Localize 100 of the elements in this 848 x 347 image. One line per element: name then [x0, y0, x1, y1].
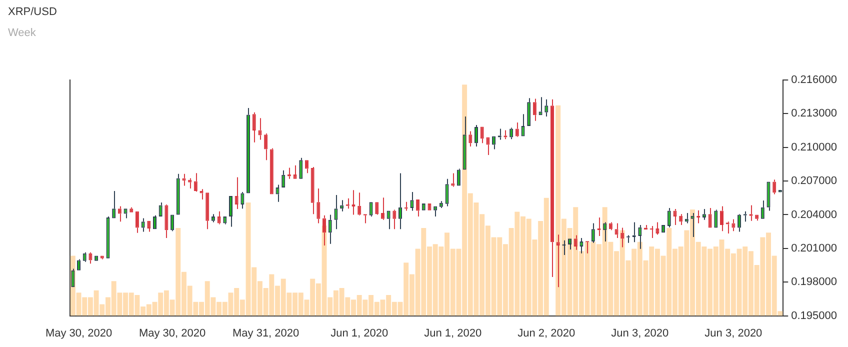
- candlestick: [135, 211, 139, 234]
- candlestick: [293, 164, 297, 179]
- y2-tick-label: 0.201000: [791, 242, 838, 254]
- candlestick: [451, 172, 455, 188]
- candlestick: [766, 182, 770, 212]
- candlestick: [153, 214, 157, 230]
- chart-subtitle: Week: [8, 27, 36, 39]
- y2-tick-label: 0.213000: [791, 108, 838, 120]
- candlestick: [380, 197, 384, 220]
- candlestick: [240, 191, 244, 210]
- candlestick: [211, 214, 215, 223]
- candlestick: [532, 98, 536, 122]
- candlestick: [112, 190, 116, 218]
- candlestick: [310, 166, 314, 215]
- x-tick-label: Jun 1, 2020: [330, 327, 388, 340]
- x-tick-label: Jun 2, 2020: [518, 327, 576, 340]
- candlestick: [392, 209, 396, 230]
- candlestick: [234, 176, 238, 210]
- candlestick: [760, 200, 764, 219]
- candlestick: [246, 107, 250, 194]
- candlestick: [170, 214, 174, 232]
- candlestick: [544, 98, 548, 117]
- candlestick: [276, 184, 280, 202]
- candlestick: [434, 206, 438, 218]
- candlestick: [480, 126, 484, 144]
- x-tick-label: Jun 1, 2020: [424, 327, 482, 340]
- candlestick: [124, 208, 128, 219]
- candlestick: [386, 210, 390, 230]
- candlestick: [422, 204, 426, 210]
- candlestick: [106, 216, 110, 258]
- x-tick-label: Jun 3, 2020: [704, 327, 762, 340]
- candlestick: [264, 133, 268, 161]
- candlestick: [679, 214, 683, 226]
- candlestick: [550, 98, 554, 278]
- candlestick: [358, 192, 362, 215]
- candlestick: [334, 194, 338, 230]
- candlestick: [708, 208, 712, 228]
- candlestick: [194, 172, 198, 191]
- candlestick: [270, 148, 274, 194]
- y2-tick-label: 0.210000: [791, 141, 838, 154]
- candlestick: [258, 118, 262, 140]
- y2-tick-label: 0.207000: [791, 175, 838, 188]
- candlestick: [556, 234, 560, 288]
- candlestick: [603, 222, 607, 242]
- candlestick: [77, 258, 81, 270]
- candlestick: [486, 137, 490, 156]
- candlestick: [82, 252, 86, 262]
- candlestick: [316, 188, 320, 224]
- candlestick: [492, 136, 496, 150]
- candlestick: [369, 202, 373, 218]
- candlestick: [690, 212, 694, 238]
- candlestick: [474, 124, 478, 147]
- candlestick: [398, 172, 402, 230]
- candlestick: [176, 173, 180, 215]
- candlestick: [282, 170, 286, 188]
- candlestick: [462, 116, 466, 170]
- candlestick: [468, 130, 472, 147]
- candlestick: [574, 234, 578, 250]
- candlestick: [732, 218, 736, 232]
- candlestick: [580, 237, 584, 254]
- y2-tick-label: 0.204000: [791, 208, 838, 221]
- y2-tick-label: 0.216000: [791, 74, 838, 86]
- x-tick-label: May 30, 2020: [138, 327, 206, 340]
- candlestick: [456, 168, 460, 186]
- candlestick: [340, 200, 344, 212]
- candlestick: [328, 214, 332, 244]
- candlestick: [206, 192, 210, 230]
- candlestick: [217, 210, 221, 225]
- candlestick: [94, 256, 98, 261]
- x-tick-label: May 30, 2020: [45, 327, 112, 340]
- candlestick: [720, 206, 724, 232]
- candlestick: [656, 222, 660, 236]
- candlestick: [428, 204, 432, 210]
- candlestick: [88, 252, 92, 264]
- candlestick: [147, 220, 151, 232]
- candlestick: [702, 208, 706, 220]
- candlestick: [304, 160, 308, 174]
- candlestick: [410, 191, 414, 212]
- candlestick: [662, 224, 666, 233]
- candlestick: [141, 218, 145, 232]
- chart-title: XRP/USD: [8, 6, 57, 18]
- y2-tick-label: 0.198000: [791, 276, 838, 288]
- candlestick: [538, 96, 542, 116]
- candlestick: [608, 222, 612, 231]
- candlestick: [521, 114, 525, 136]
- candlestick: [228, 196, 232, 228]
- x-tick-label: May 31, 2020: [232, 327, 300, 340]
- candlestick: [416, 199, 420, 218]
- candlestick: [568, 238, 572, 250]
- candlestick: [667, 208, 671, 228]
- x-tick-label: Jun 3, 2020: [611, 327, 669, 340]
- candlestick: [223, 216, 227, 225]
- candlestick: [614, 222, 618, 238]
- candlestick: [714, 209, 718, 228]
- y2-tick-label: 0.195000: [791, 310, 838, 322]
- candlestick: [591, 222, 595, 244]
- candlestick: [200, 188, 204, 200]
- candlestick: [439, 200, 443, 209]
- candlestick: [118, 206, 122, 222]
- candlestick: [527, 98, 531, 126]
